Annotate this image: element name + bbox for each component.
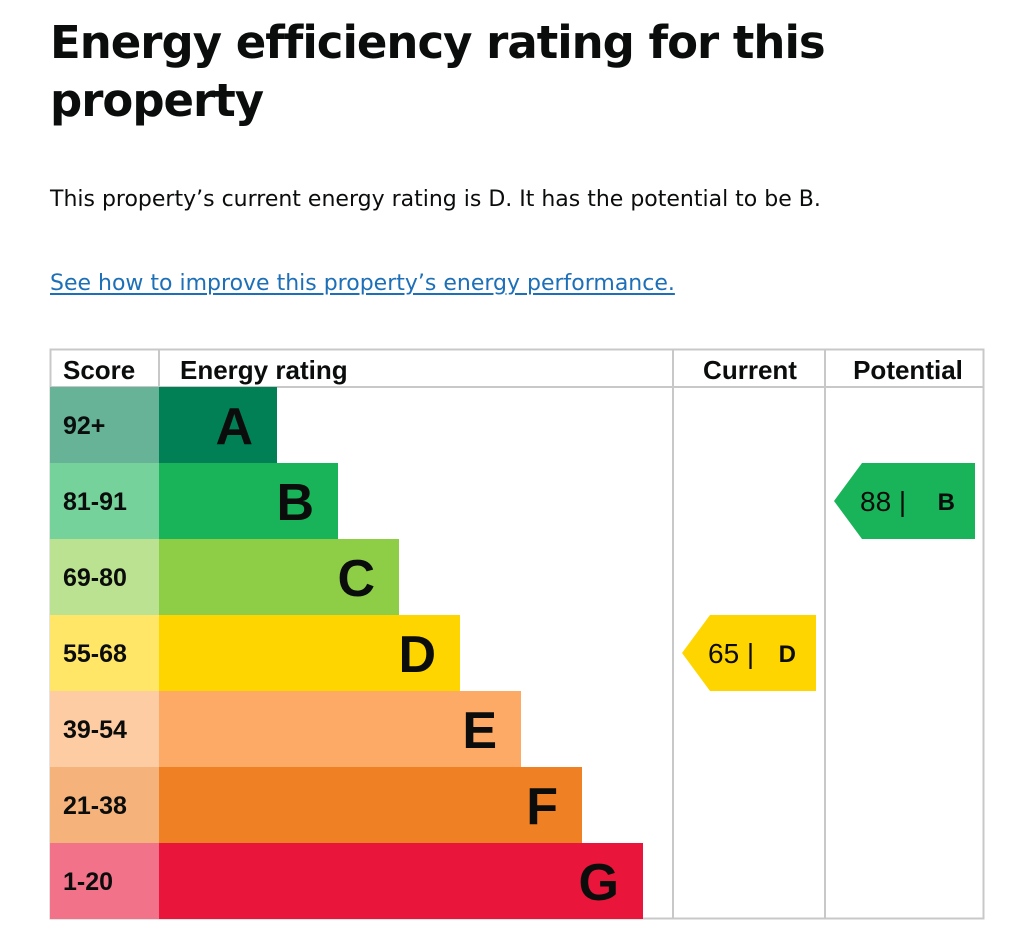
rating-bar-d (159, 615, 460, 691)
rating-bar-g (159, 843, 643, 919)
score-label-e: 39-54 (63, 716, 127, 744)
potential-rating-arrow (834, 463, 975, 539)
header-potential: Potential (853, 355, 963, 385)
score-cell-c (50, 539, 159, 615)
rating-bar-a (159, 387, 277, 463)
chart-headers: Score Energy rating Current Potential (63, 355, 963, 385)
score-label-g: 1-20 (63, 868, 113, 896)
potential-rating-value: 88 | (860, 486, 906, 517)
score-label-a: 92+ (63, 412, 105, 440)
rating-letter-c: C (337, 550, 375, 608)
score-cell-a (50, 387, 159, 463)
score-label-d: 55-68 (63, 640, 127, 668)
header-score: Score (63, 355, 135, 385)
rating-letter-a: A (215, 398, 253, 456)
rating-letter-d: D (398, 626, 436, 684)
current-rating-value: 65 | (708, 638, 754, 669)
page-title: Energy efficiency rating for this proper… (50, 16, 826, 127)
rating-bar-c (159, 539, 399, 615)
rating-arrows: 65 | D 88 | B (682, 463, 975, 691)
rating-bands: 92+ A 81-91 B 69-80 C 55-68 D 39-54 E 21-38 F 1-20 G (50, 387, 643, 919)
score-cell-b (50, 463, 159, 539)
rating-letter-b: B (276, 474, 314, 532)
rating-bar-e (159, 691, 521, 767)
score-cell-f (50, 767, 159, 843)
rating-bar-b (159, 463, 338, 539)
rating-summary: This property’s current energy rating is… (50, 187, 821, 212)
header-current: Current (703, 355, 797, 385)
current-rating-arrow (682, 615, 816, 691)
rating-letter-e: E (462, 702, 497, 760)
score-label-f: 21-38 (63, 792, 127, 820)
rating-letter-g: G (579, 854, 619, 912)
header-energy-rating: Energy rating (180, 355, 348, 385)
improve-performance-link[interactable]: See how to improve this property’s energ… (50, 271, 675, 296)
score-label-c: 69-80 (63, 564, 127, 592)
score-label-b: 81-91 (63, 488, 127, 516)
rating-bar-f (159, 767, 582, 843)
score-cell-e (50, 691, 159, 767)
current-rating-letter: D (779, 641, 796, 668)
rating-letter-f: F (526, 778, 558, 836)
score-cell-g (50, 843, 159, 919)
score-cell-d (50, 615, 159, 691)
potential-rating-letter: B (938, 489, 955, 516)
